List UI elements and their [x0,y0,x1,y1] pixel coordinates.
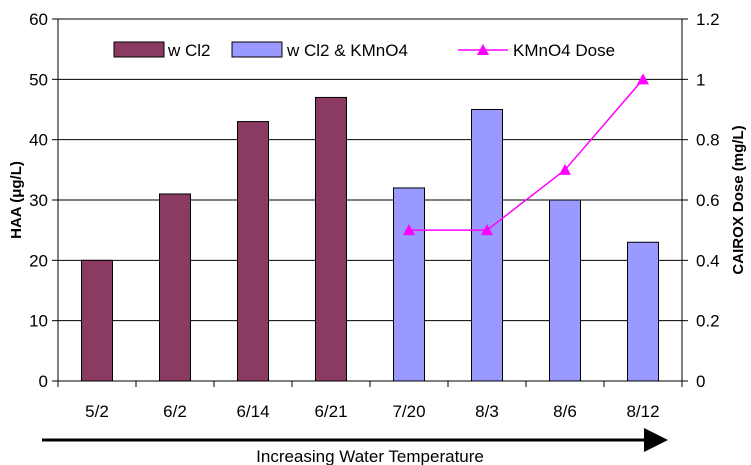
x-tick-label: 8/6 [553,402,577,421]
y2-tick-label: 1.2 [696,10,720,29]
y-tick-label: 20 [29,251,48,270]
bar-w-cl2 [81,259,113,382]
x-tick-label: 5/2 [85,402,109,421]
dose-line [403,73,649,236]
y2-tick-label: 0.4 [696,251,720,270]
x-tick-label: 7/20 [392,402,425,421]
legend: w Cl2 w Cl2 & KMnO4 KMnO4 Dose [113,41,615,60]
bar-w-cl2-kmno4 [471,109,503,382]
point-kmno4-dose [403,224,415,236]
legend-label-w-cl2-kmno4: w Cl2 & KMnO4 [286,41,408,60]
legend-marker-kmno4-dose [477,44,489,55]
y-tick-label: 40 [29,131,48,150]
y2-tick-label: 0 [696,372,705,391]
x-tick-label: 6/2 [163,402,187,421]
y-tick-label: 30 [29,191,48,210]
x-tick-label: 8/12 [626,402,659,421]
line-kmno4-dose [409,78,644,231]
y-axis-title: HAA (μg/L) [8,161,25,239]
y-tick-label: 10 [29,312,48,331]
y2-axis-title: CAIROX Dose (mg/L) [730,125,747,274]
point-kmno4-dose [559,163,571,175]
arrow-head [644,428,668,452]
x-tick-label: 8/3 [475,402,499,421]
x-axis-caption: Increasing Water Temperature [256,447,484,465]
bar-w-cl2-kmno4 [393,187,425,382]
y-tick-label: 50 [29,70,48,89]
y2-tick-label: 0.2 [696,312,720,331]
bar-w-cl2-kmno4 [549,199,581,382]
bars [81,96,659,382]
legend-label-kmno4-dose: KMnO4 Dose [513,41,615,60]
y2-axis-ticks: 0 0.2 0.4 0.6 0.8 1 1.2 [682,10,720,391]
legend-swatch-w-cl2-kmno4 [231,41,283,58]
temperature-arrow [42,428,668,452]
legend-swatch-w-cl2 [113,41,165,58]
bar-w-cl2 [159,193,191,382]
x-axis-ticks: 5/2 6/2 6/14 6/21 7/20 8/3 8/6 8/12 [57,381,683,421]
bar-w-cl2-kmno4 [627,241,659,382]
y2-tick-label: 0.6 [696,191,720,210]
point-kmno4-dose [637,73,649,85]
point-kmno4-dose [481,224,493,236]
bar-w-cl2 [315,96,347,382]
y2-tick-label: 0.8 [696,131,720,150]
y2-tick-label: 1 [696,70,705,89]
y-axis-ticks: 0 10 20 30 40 50 60 [29,10,58,391]
bar-w-cl2 [237,121,269,382]
y-tick-label: 0 [39,372,48,391]
y-tick-label: 60 [29,10,48,29]
x-tick-label: 6/14 [236,402,269,421]
x-tick-label: 6/21 [314,402,347,421]
legend-label-w-cl2: w Cl2 [167,41,211,60]
